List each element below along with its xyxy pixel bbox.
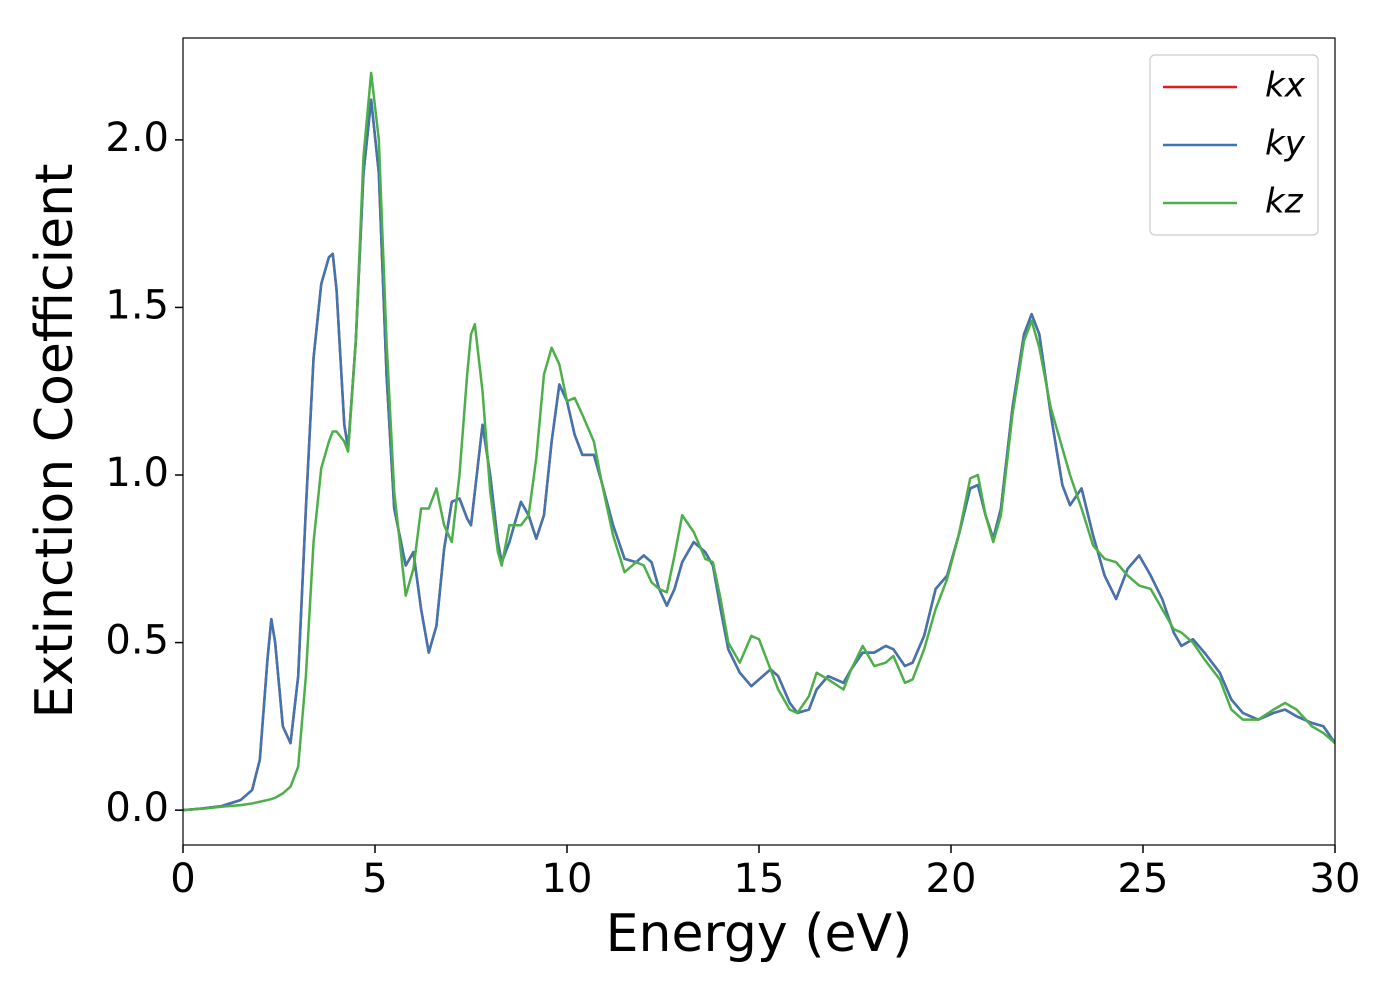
x-tick-label: 15 bbox=[734, 856, 785, 902]
legend-label: kz bbox=[1265, 182, 1304, 222]
series-line bbox=[183, 71, 1335, 812]
legend-label: ky bbox=[1265, 124, 1306, 164]
legend-label: kx bbox=[1265, 66, 1306, 106]
x-tick-label: 0 bbox=[170, 856, 195, 902]
x-tick-label: 10 bbox=[542, 856, 593, 902]
x-axis-label: Energy (eV) bbox=[606, 904, 913, 964]
plot-frame bbox=[182, 37, 1336, 846]
y-tick-label: 0.5 bbox=[105, 618, 169, 664]
y-axis-label: Extinction Coefficient bbox=[25, 164, 85, 719]
y-tick-label: 1.5 bbox=[105, 282, 169, 328]
x-tick-label: 25 bbox=[1118, 856, 1169, 902]
y-tick-label: 0.0 bbox=[105, 785, 169, 831]
y-tick-label: 2.0 bbox=[105, 115, 169, 161]
x-tick-label: 20 bbox=[926, 856, 977, 902]
y-tick-label: 1.0 bbox=[105, 450, 169, 496]
x-tick-label: 30 bbox=[1310, 856, 1361, 902]
x-tick-label: 5 bbox=[362, 856, 387, 902]
